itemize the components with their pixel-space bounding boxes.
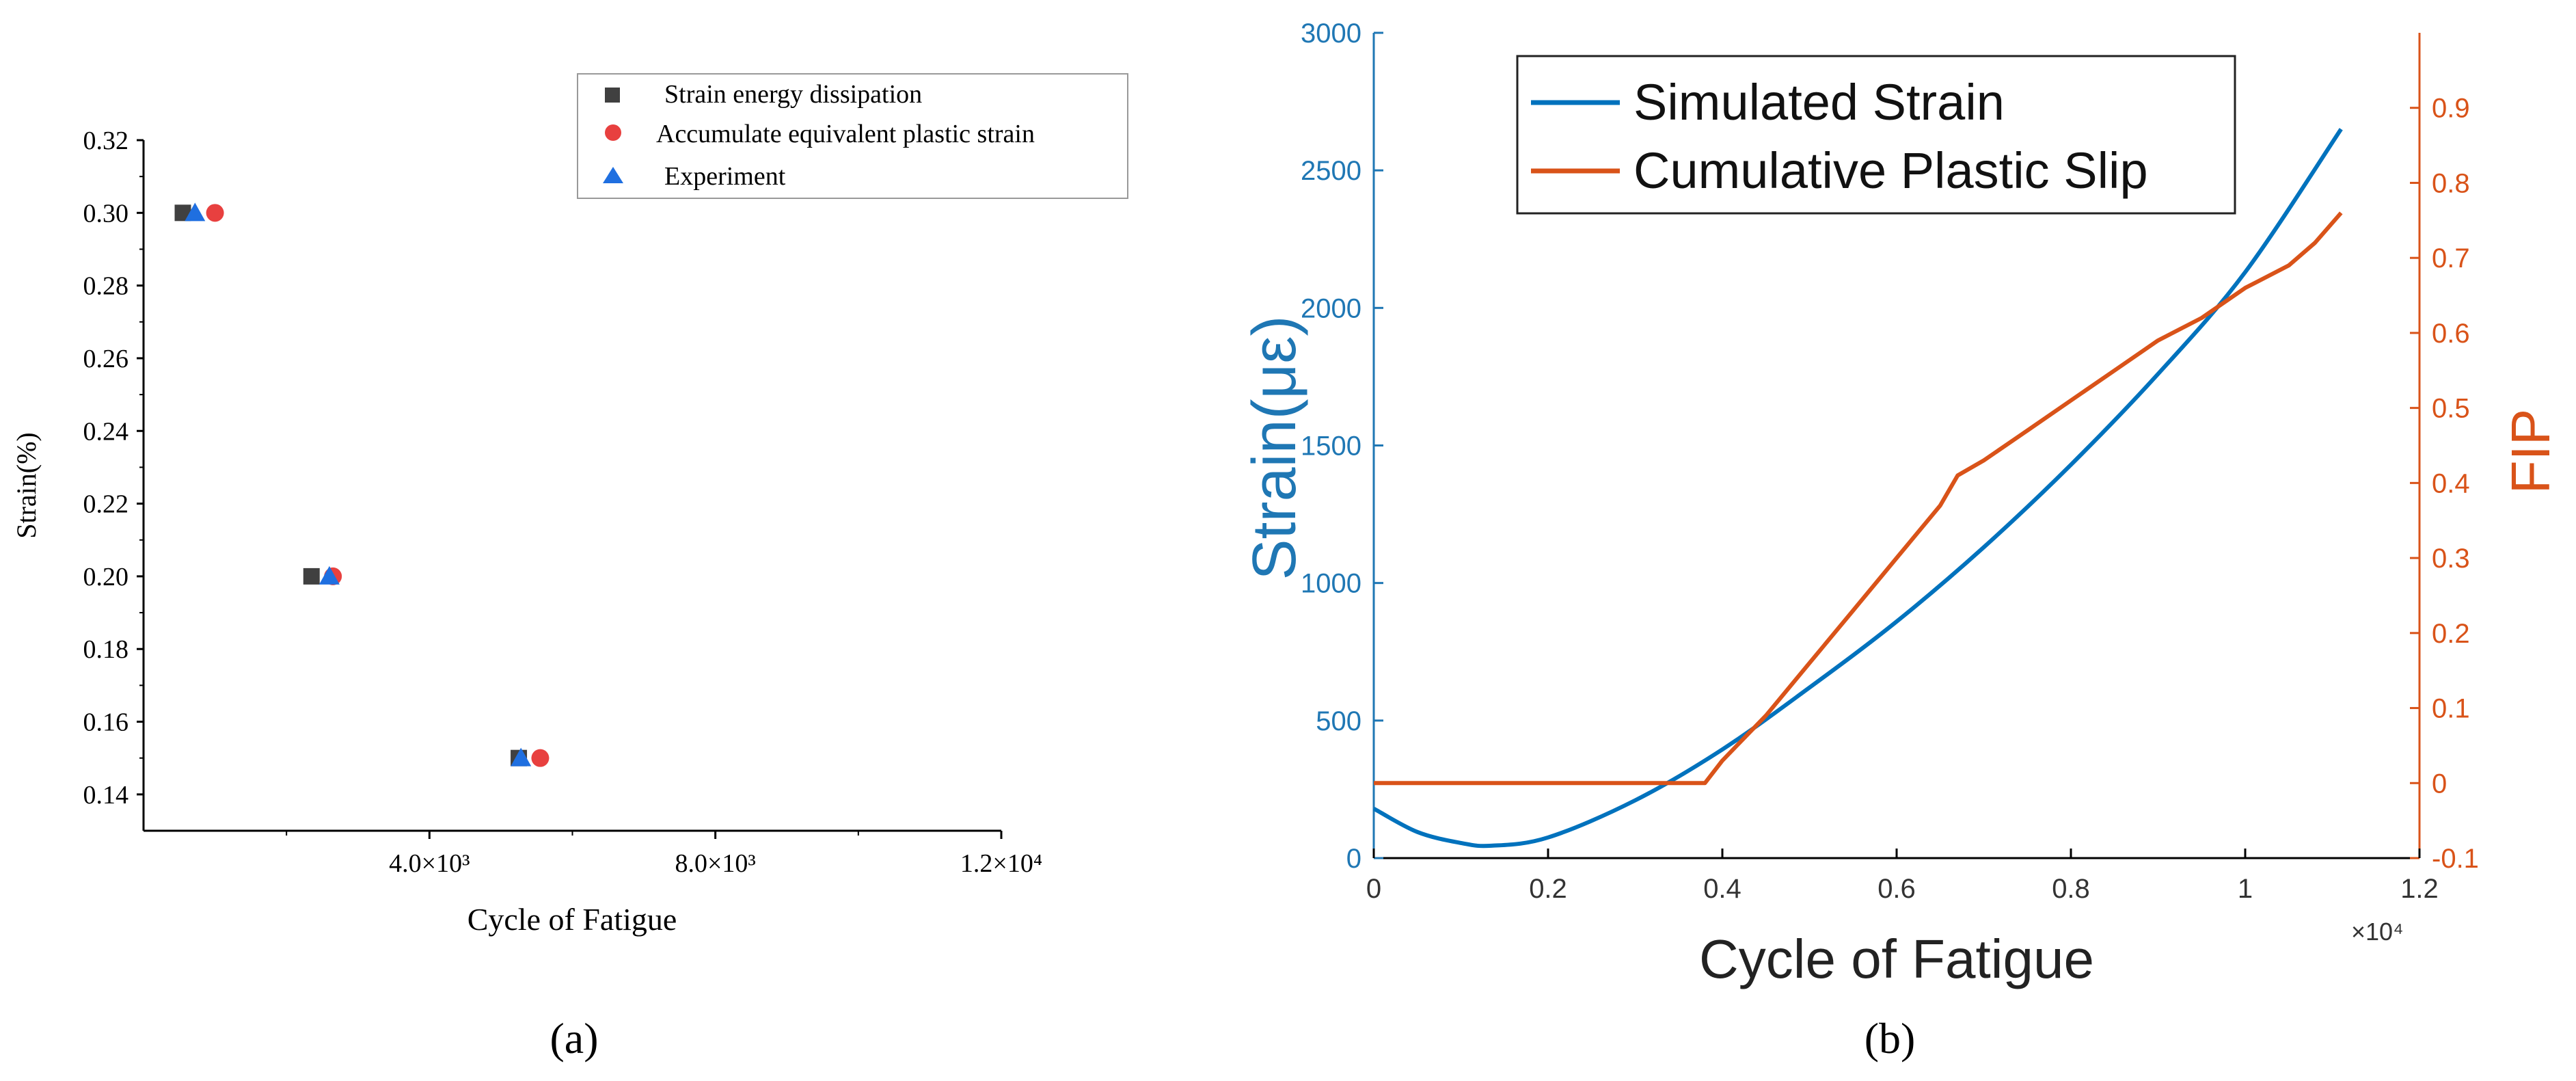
b-x-tick-label: 0.4	[1703, 874, 1741, 904]
b-left-tick-label: 2500	[1301, 156, 1361, 186]
a-legend-label-2: Accumulate equivalent plastic strain	[656, 120, 1035, 148]
a-legend: Strain energy dissipation Accumulate equ…	[577, 73, 1128, 199]
b-x-tick-label: 0.2	[1529, 874, 1567, 904]
b-right-tick-label: 0.6	[2432, 319, 2470, 349]
b-x-tick-label: 1.2	[2400, 874, 2439, 904]
a-point-strain-energy	[303, 568, 320, 585]
b-right-tick-label: 0.7	[2432, 243, 2470, 273]
b-right-tick-label: 0.3	[2432, 544, 2470, 574]
b-right-tick-label: 0.8	[2432, 168, 2470, 198]
panel-a-scatter-chart: 0.14 0.16 0.18 0.20 0.22 0.24 0.26 0.28 0.30 0.32…	[11, 73, 1128, 1063]
a-x-axis-label: Cycle of Fatigue	[467, 902, 677, 937]
a-y-tick-label: 0.26	[83, 345, 129, 373]
a-y-tick-label: 0.18	[83, 635, 129, 664]
a-y-tick-label: 0.32	[83, 126, 129, 155]
b-line-cumulative-plastic-slip	[1374, 211, 2343, 786]
a-y-tick-label: 0.16	[83, 708, 129, 737]
b-left-tick-label: 500	[1316, 706, 1361, 736]
a-point-experiment	[511, 747, 532, 766]
b-panel-label: (b)	[1865, 1014, 1916, 1063]
a-y-tick-label: 0.30	[83, 199, 129, 228]
b-right-tick-label: 0.2	[2432, 619, 2470, 649]
a-y-tick-label: 0.22	[83, 490, 129, 519]
a-x-tick-label: 1.2×10⁴	[960, 849, 1042, 878]
b-left-tick-label: 0	[1346, 844, 1361, 874]
b-right-tick-label: 0.4	[2432, 468, 2470, 498]
b-x-tick-label: 1	[2238, 874, 2253, 904]
panel-b-line-chart: 0 500 1000 1500 2000 2500 3000 -0.1 0 0.1 0.2 0.3 0…	[1240, 18, 2561, 1063]
a-point-experiment	[185, 202, 206, 222]
b-right-tick-label: 0.9	[2432, 94, 2470, 124]
a-y-tick-label: 0.24	[83, 417, 129, 446]
a-point-experiment	[318, 565, 340, 585]
b-legend-label-1: Simulated Strain	[1633, 74, 2005, 131]
b-x-axis-label: Cycle of Fatigue	[1699, 929, 2094, 989]
b-right-tick-label: 0	[2432, 769, 2447, 799]
b-left-tick-label: 2000	[1301, 293, 1361, 323]
a-legend-marker-square	[605, 88, 620, 103]
a-point-strain-energy	[174, 204, 191, 222]
b-right-tick-label: 0.5	[2432, 394, 2470, 424]
b-right-tick-label: -0.1	[2432, 844, 2479, 874]
a-y-tick-label: 0.20	[83, 563, 129, 591]
b-left-tick-label: 3000	[1301, 18, 1361, 49]
a-point-plastic-strain	[531, 749, 550, 767]
a-y-tick-label: 0.14	[83, 781, 129, 810]
a-legend-marker-triangle	[603, 167, 623, 183]
a-point-plastic-strain	[206, 204, 224, 222]
b-x-tick-label: 0.6	[1877, 874, 1916, 904]
b-x-tick-label: 0	[1366, 874, 1381, 904]
b-line-simulated-strain	[1372, 128, 2343, 849]
a-y-axis-label: Strain(%)	[11, 432, 42, 539]
b-legend: Simulated Strain Cumulative Plastic Slip	[1516, 55, 2236, 215]
b-x-exponent: ×10⁴	[2351, 918, 2404, 946]
a-panel-label: (a)	[550, 1014, 598, 1063]
a-x-tick-label: 8.0×10³	[675, 849, 756, 878]
a-y-tick-label: 0.28	[83, 272, 129, 301]
b-right-tick-label: 0.1	[2432, 694, 2470, 724]
b-left-tick-label: 1500	[1301, 431, 1361, 462]
b-right-axis-label: FIP	[2500, 409, 2561, 494]
a-legend-label-3: Experiment	[664, 162, 786, 191]
a-legend-marker-circle	[605, 124, 621, 141]
b-legend-label-2: Cumulative Plastic Slip	[1633, 142, 2148, 199]
a-legend-label-1: Strain energy dissipation	[664, 80, 922, 109]
b-left-tick-label: 1000	[1301, 569, 1361, 599]
b-left-axis-label: Strain(με)	[1240, 315, 1309, 580]
a-x-tick-label: 4.0×10³	[389, 849, 470, 878]
b-x-tick-label: 0.8	[2052, 874, 2090, 904]
